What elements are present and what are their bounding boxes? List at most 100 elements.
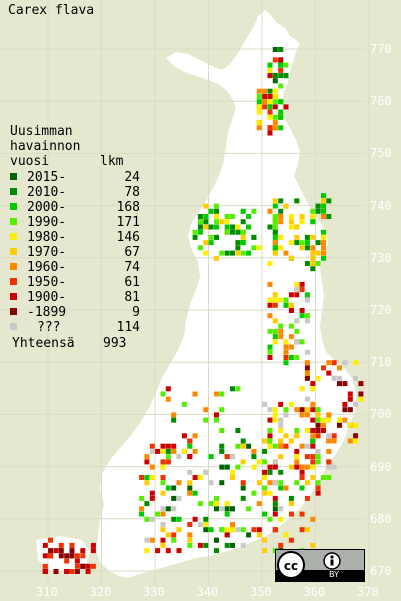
observation-square [304, 292, 310, 298]
grid-y-label: 680 [370, 511, 392, 526]
observation-square [240, 234, 246, 240]
observation-square [310, 381, 316, 387]
observation-square [90, 542, 96, 548]
observation-square [272, 104, 278, 110]
observation-square [53, 548, 59, 554]
legend-row: 2000- 168 [10, 200, 140, 215]
observation-square [251, 490, 257, 496]
grid-y-label: 700 [370, 407, 392, 422]
legend-swatch [10, 203, 17, 210]
observation-square [321, 255, 326, 261]
observation-square [294, 287, 300, 293]
observation-square [326, 438, 332, 444]
observation-square [149, 464, 155, 470]
observation-square [251, 454, 257, 460]
legend-label: 1980- [27, 230, 67, 245]
observation-square [235, 224, 241, 230]
observation-square [304, 240, 310, 246]
observation-square [326, 412, 332, 418]
observation-square [219, 391, 225, 397]
observation-square [272, 412, 278, 418]
observation-square [214, 548, 219, 554]
observation-square [310, 428, 316, 433]
observation-square [139, 511, 145, 517]
observation-square [187, 542, 193, 548]
observation-square [214, 417, 219, 423]
observation-square [304, 349, 310, 355]
legend-swatch [10, 188, 17, 195]
observation-square [187, 469, 193, 475]
observation-square [288, 240, 294, 246]
observation-square [326, 370, 332, 376]
legend-row: -1899 9 [10, 305, 140, 320]
observation-square [208, 208, 214, 214]
observation-square [262, 99, 268, 105]
observation-square [358, 381, 364, 387]
observation-square [315, 485, 321, 491]
grid-y-label: 770 [370, 42, 392, 56]
observation-square [278, 422, 284, 428]
observation-square [246, 443, 252, 449]
observation-square [294, 448, 300, 454]
observation-square [155, 511, 161, 517]
observation-square [267, 433, 273, 439]
observation-square [315, 412, 321, 418]
observation-square [299, 485, 305, 491]
observation-square [69, 569, 75, 574]
observation-square [246, 214, 252, 219]
observation-square [240, 229, 246, 235]
observation-square [262, 475, 268, 480]
observation-square [240, 240, 246, 246]
legend-total-label: Yhteensä [12, 336, 75, 351]
observation-square [310, 443, 316, 449]
observation-square [235, 229, 241, 235]
observation-square [278, 485, 284, 491]
observation-square [224, 542, 230, 548]
observation-square [283, 443, 289, 449]
observation-square [283, 250, 289, 256]
observation-square [283, 485, 289, 491]
legend-count: 74 [124, 260, 140, 275]
observation-square [310, 261, 316, 266]
observation-square [283, 302, 289, 308]
legend-count: 78 [124, 185, 140, 200]
legend-count: 61 [124, 275, 140, 290]
observation-square [272, 407, 278, 413]
observation-square [267, 261, 273, 266]
observation-square [262, 490, 268, 496]
observation-square [321, 245, 326, 251]
observation-square [214, 501, 219, 507]
legend-label: 2000- [27, 200, 67, 215]
observation-square [203, 219, 209, 225]
observation-square [224, 527, 230, 533]
observation-square [299, 464, 305, 470]
observation-square [165, 548, 171, 554]
observation-square [288, 292, 294, 298]
observation-square [304, 443, 310, 449]
observation-square [358, 396, 364, 402]
observation-square [214, 391, 219, 397]
observation-square [304, 360, 310, 366]
observation-square [283, 349, 289, 355]
observation-square [219, 428, 225, 433]
observation-square [272, 203, 278, 209]
observation-square [267, 208, 273, 214]
observation-square [181, 401, 187, 407]
legend-count: 24 [124, 170, 140, 185]
observation-square [315, 261, 321, 266]
observation-square [267, 130, 273, 136]
observation-square [240, 495, 246, 501]
observation-square [342, 381, 348, 387]
observation-square [208, 454, 214, 460]
observation-square [155, 548, 161, 554]
observation-square [208, 224, 214, 230]
observation-square [310, 250, 316, 256]
legend-row: 2015- 24 [10, 170, 140, 185]
observation-square [187, 454, 193, 460]
observation-square [160, 490, 166, 496]
observation-square [171, 532, 177, 538]
observation-square [176, 495, 182, 501]
observation-square [267, 464, 273, 470]
observation-square [278, 219, 284, 225]
observation-square [278, 469, 284, 475]
